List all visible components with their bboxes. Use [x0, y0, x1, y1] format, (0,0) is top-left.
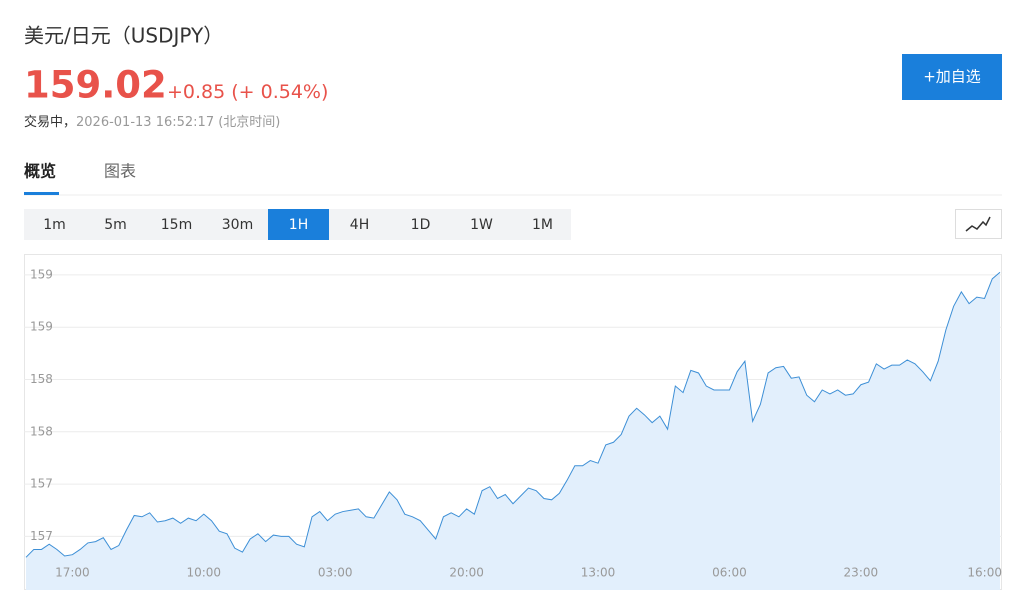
button-bg	[902, 54, 1002, 100]
line-icon	[965, 216, 991, 232]
button-label[interactable]: +加自选	[923, 68, 981, 86]
y-tick-label: 159	[30, 267, 53, 281]
interval-button[interactable]: 30m	[222, 217, 253, 233]
x-tick-label: 20:00	[449, 566, 484, 580]
intervals: 1m 5m 15m 30m 1H 4H 1D 1W 1M	[43, 209, 553, 240]
interval-button[interactable]: 1W	[470, 217, 493, 233]
y-tick-label: 157	[30, 477, 53, 491]
status-line: 交易中，2026-01-13 16:52:17 (北京时间)	[24, 114, 280, 130]
x-tick-label: 10:00	[186, 566, 221, 580]
watch-button[interactable]: +加自选	[902, 54, 1002, 100]
price-change: +0.85 (+ 0.54%)	[167, 81, 328, 103]
page-title: 美元/日元（USDJPY）	[24, 24, 223, 48]
area-fill	[26, 272, 1000, 590]
price-line	[25, 271, 1001, 558]
tab[interactable]: 概览	[24, 162, 56, 181]
interval-button[interactable]: 5m	[104, 217, 127, 233]
interval-button[interactable]: 1M	[532, 217, 553, 233]
price: 159.02	[24, 64, 167, 107]
tabs: 概览 图表	[24, 162, 136, 195]
interval-button[interactable]: 1m	[43, 217, 66, 233]
icon-bg	[955, 209, 1002, 239]
change: +0.85	[167, 81, 225, 103]
tab[interactable]: 图表	[104, 162, 136, 181]
y-tick-label: 158	[30, 372, 53, 386]
interval-button[interactable]: 1H	[289, 217, 308, 233]
y-tick-label: 158	[30, 424, 53, 438]
x-tick-label: 17:00	[55, 566, 90, 580]
x-tick-label: 03:00	[318, 566, 353, 580]
x-tick-label: 06:00	[712, 566, 747, 580]
y-tick-label: 159	[30, 320, 53, 334]
interval-active-bg	[268, 209, 329, 240]
x-tick-label: 16:00	[967, 566, 1002, 580]
interval-button[interactable]: 15m	[161, 217, 192, 233]
interval-button[interactable]: 1D	[411, 217, 431, 233]
x-tick-label: 23:00	[844, 566, 879, 580]
chart-style-button[interactable]	[955, 209, 1002, 239]
chart: 159 159 158 158 157 157 17:00 10:00 03:00 20:00 13…	[24, 267, 1002, 590]
interval-button[interactable]: 4H	[350, 217, 369, 233]
change-percent: (+ 0.54%)	[231, 81, 328, 103]
trading-status: 交易中，	[24, 114, 76, 130]
y-tick-label: 157	[30, 529, 53, 543]
x-tick-label: 13:00	[581, 566, 616, 580]
tab-underline	[24, 192, 59, 195]
timestamp: 2026-01-13 16:52:17 (北京时间)	[76, 115, 280, 130]
